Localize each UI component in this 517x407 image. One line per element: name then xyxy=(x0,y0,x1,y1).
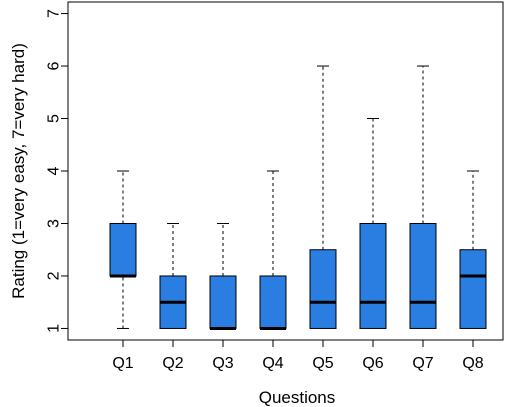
iqr-box xyxy=(109,222,137,277)
y-tick-label: 5 xyxy=(46,114,63,123)
y-axis: 1 2 3 4 5 6 7 xyxy=(46,9,68,333)
y-tick-label: 6 xyxy=(46,61,63,70)
x-tick-label: Q4 xyxy=(262,355,283,372)
box-q7 xyxy=(409,65,437,329)
x-tick-label: Q1 xyxy=(112,355,133,372)
x-tick-label: Q7 xyxy=(412,355,433,372)
box-q3 xyxy=(209,222,237,330)
iqr-box xyxy=(409,222,437,329)
box-q1 xyxy=(109,170,137,329)
box-q5 xyxy=(309,65,337,329)
iqr-box xyxy=(459,249,487,329)
x-tick-label: Q8 xyxy=(462,355,483,372)
iqr-box xyxy=(309,249,337,329)
x-tick-label: Q2 xyxy=(162,355,183,372)
iqr-box xyxy=(359,222,387,329)
y-tick-label: 7 xyxy=(46,9,63,18)
y-axis-title: Rating (1=very easy, 7=very hard) xyxy=(9,43,28,299)
x-axis: Q1 Q2 Q3 Q4 Q5 Q6 Q7 Q8 xyxy=(112,340,484,372)
boxes xyxy=(109,65,487,330)
box-q4 xyxy=(259,170,287,330)
x-tick-label: Q3 xyxy=(212,355,233,372)
y-tick-label: 3 xyxy=(46,219,63,228)
x-tick-label: Q6 xyxy=(362,355,383,372)
y-tick-label: 2 xyxy=(46,271,63,280)
iqr-box xyxy=(209,275,237,329)
x-tick-label: Q5 xyxy=(312,355,333,372)
x-axis-title: Questions xyxy=(259,388,336,407)
box-q6 xyxy=(359,118,387,329)
y-tick-label: 4 xyxy=(46,166,63,175)
y-tick-label: 1 xyxy=(46,324,63,333)
iqr-box xyxy=(259,275,287,329)
box-q8 xyxy=(459,170,487,329)
box-q2 xyxy=(159,222,187,329)
